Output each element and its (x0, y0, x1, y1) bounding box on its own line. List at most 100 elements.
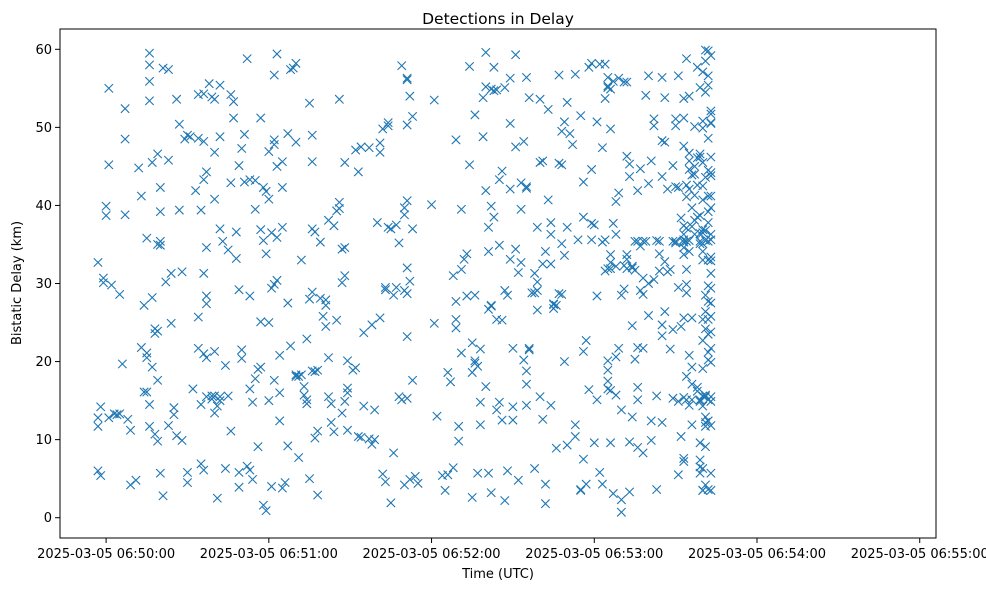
data-point (261, 186, 271, 196)
data-point (605, 250, 616, 260)
data-point (673, 396, 683, 406)
data-point (104, 83, 114, 93)
x-axis: 2025-03-05 06:50:00 2025-03-05 06:51:00 20… (37, 538, 986, 562)
data-point (250, 374, 260, 384)
data-point (481, 47, 491, 58)
data-point (220, 463, 231, 474)
data-point (681, 279, 692, 289)
data-point (654, 236, 664, 246)
data-point (570, 69, 580, 79)
data-point (505, 118, 515, 129)
data-point (264, 317, 274, 328)
data-point (679, 456, 689, 467)
data-point (619, 284, 629, 294)
data-point (703, 296, 713, 307)
data-point (399, 210, 410, 220)
data-point (622, 77, 632, 87)
data-point (581, 335, 591, 346)
data-point (703, 80, 713, 90)
data-point (546, 229, 556, 239)
data-point (264, 146, 274, 157)
data-point (261, 506, 271, 516)
data-point (272, 275, 282, 285)
data-point (142, 348, 152, 358)
data-point (492, 85, 502, 95)
data-point (144, 96, 155, 106)
data-point (611, 261, 621, 271)
data-point (671, 182, 681, 192)
data-point (706, 256, 716, 266)
data-point (706, 357, 716, 367)
y-tick-label: 50 (35, 121, 52, 136)
data-point (508, 415, 518, 425)
data-point (657, 417, 667, 428)
data-point (378, 469, 388, 479)
data-point (153, 436, 163, 446)
data-point (703, 46, 713, 56)
data-point (695, 468, 705, 478)
data-point (199, 349, 209, 359)
data-point (467, 492, 477, 502)
data-point (627, 412, 637, 422)
data-point (630, 354, 640, 364)
data-point (671, 236, 681, 246)
data-point (698, 364, 708, 374)
data-point (405, 91, 415, 101)
data-point (486, 201, 496, 211)
data-point (478, 93, 488, 103)
data-point (231, 253, 241, 264)
data-point (191, 186, 201, 196)
data-point (706, 283, 716, 293)
data-point (177, 267, 187, 277)
data-point (700, 442, 711, 452)
data-point (342, 388, 353, 398)
data-point (695, 438, 705, 448)
data-point (158, 491, 168, 501)
data-point (679, 113, 689, 123)
data-point (228, 113, 239, 123)
data-point (600, 59, 610, 69)
data-point (706, 327, 716, 337)
data-point (698, 463, 708, 474)
data-point (535, 392, 545, 402)
data-point (359, 401, 369, 411)
data-point (616, 507, 626, 517)
data-point (454, 436, 464, 446)
x-tick-label: 2025-03-05 06:53:00 (525, 547, 663, 562)
data-point (586, 235, 597, 245)
data-point (209, 346, 220, 357)
data-point (535, 157, 545, 168)
y-tick-label: 40 (35, 199, 52, 214)
data-point (605, 84, 616, 94)
data-point (169, 410, 179, 420)
data-point (245, 465, 255, 475)
data-point (209, 194, 220, 204)
data-point (407, 375, 418, 385)
data-point (611, 196, 621, 207)
data-point (698, 67, 708, 77)
data-point (193, 133, 203, 143)
data-point (473, 361, 483, 371)
data-point (380, 285, 391, 295)
data-point (578, 346, 589, 357)
data-point (603, 365, 613, 375)
data-point (188, 384, 198, 394)
data-point (375, 313, 385, 323)
data-point (581, 479, 591, 489)
data-point (703, 347, 713, 357)
x-tick-label: 2025-03-05 06:50:00 (37, 547, 175, 562)
data-point (275, 416, 285, 426)
data-point (483, 222, 494, 232)
data-point (611, 352, 621, 362)
data-point (166, 318, 176, 328)
data-point (299, 390, 309, 400)
data-point (627, 321, 637, 331)
data-point (687, 395, 697, 405)
data-point (549, 299, 559, 309)
data-point (388, 448, 399, 458)
data-point (687, 221, 697, 232)
data-point (351, 145, 361, 155)
data-point (638, 236, 648, 246)
data-point (147, 362, 157, 372)
data-point (199, 136, 209, 147)
